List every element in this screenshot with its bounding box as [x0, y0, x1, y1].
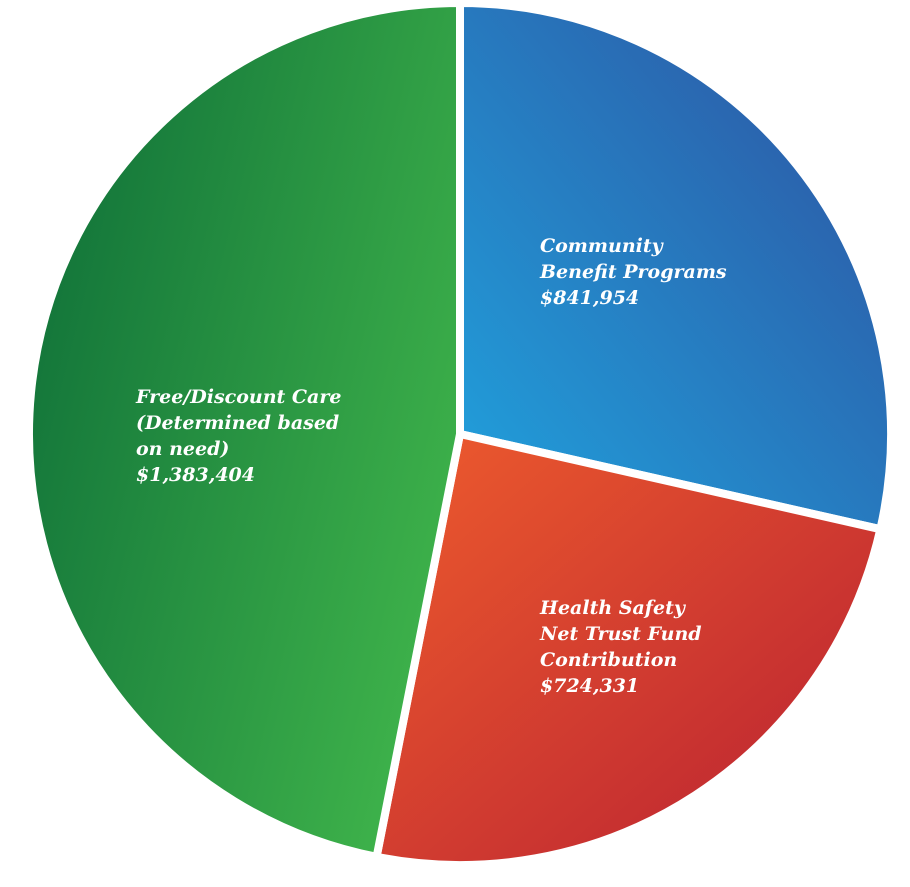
slice-label-health-safety-net: Health Safety Net Trust Fund Contribution $… — [540, 595, 702, 699]
slice-name-line: Contribution — [540, 649, 678, 671]
slice-value-label: $841,954 — [540, 287, 640, 309]
slice-label-free-discount-care: Free/Discount Care (Determined based on ne… — [136, 384, 341, 488]
slice-name-line: Community — [540, 235, 663, 257]
slice-name-line: (Determined based — [136, 412, 340, 434]
slice-name-line: on need) — [136, 438, 230, 460]
slice-name-line: Health Safety — [540, 597, 685, 619]
slice-value-label: $1,383,404 — [136, 464, 255, 486]
slice-name-line: Free/Discount Care — [136, 386, 342, 408]
pie-slice-community-benefit-programs — [456, 0, 895, 534]
pie-slice-free-discount-care — [25, 0, 464, 862]
pie-outer-rim — [23, 0, 897, 871]
slice-name-line: Benefit Programs — [540, 261, 727, 283]
slice-name-line: Net Trust Fund — [540, 623, 702, 645]
pie-slice-health-safety-net — [371, 429, 886, 869]
slice-label-community-benefit-programs: Community Benefit Programs $841,954 — [540, 233, 727, 311]
slice-value-label: $724,331 — [540, 675, 640, 697]
